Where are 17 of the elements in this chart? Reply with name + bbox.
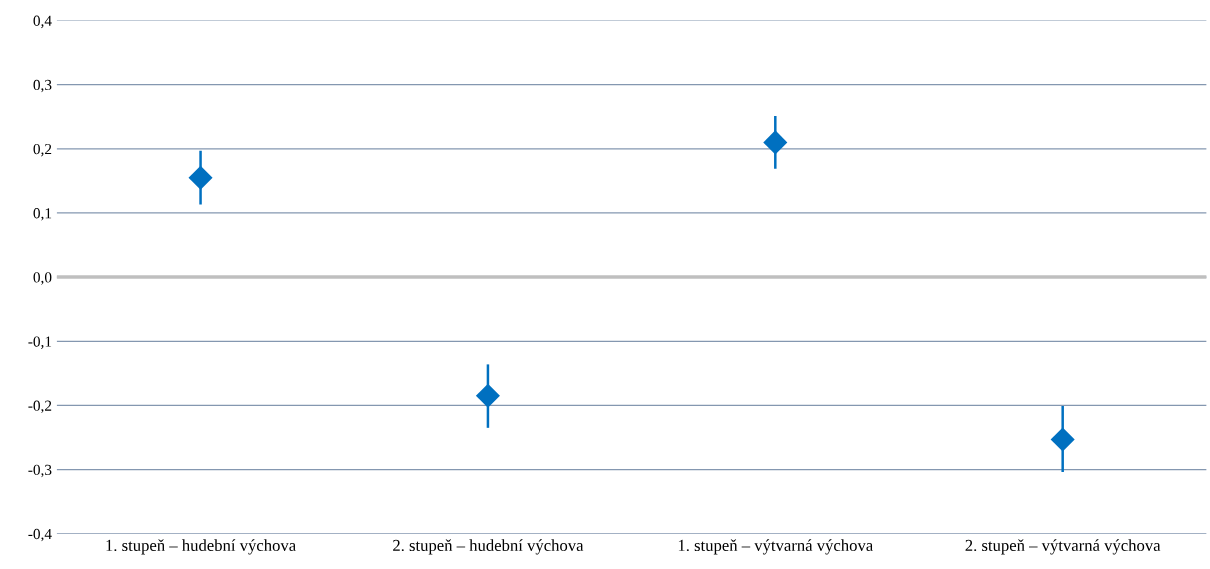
y-tick-label: -0,4 (28, 528, 52, 542)
y-tick-label: 0,3 (33, 79, 52, 93)
x-tick-label: 1. stupeň – hudební výchova (106, 539, 296, 555)
y-tick-label: -0,3 (28, 464, 52, 478)
point (188, 165, 213, 190)
y-tick-label: 0,1 (33, 208, 52, 221)
point (475, 383, 500, 408)
point (763, 130, 788, 155)
x-tick-label: 2. stupeň – hudební výchova (393, 539, 584, 555)
y-tick-label: 0,2 (33, 143, 52, 157)
point (1050, 427, 1075, 452)
y-tick-label: -0,1 (28, 336, 52, 349)
x-tick-label: 2. stupeň – výtvarná výchova (965, 539, 1161, 555)
x-tick-label: 1. stupeň – výtvarná výchova (678, 539, 873, 555)
y-tick-label: -0,2 (28, 400, 52, 414)
y-tick-label: 0,4 (33, 15, 52, 29)
y-tick-label: 0,0 (33, 272, 52, 285)
